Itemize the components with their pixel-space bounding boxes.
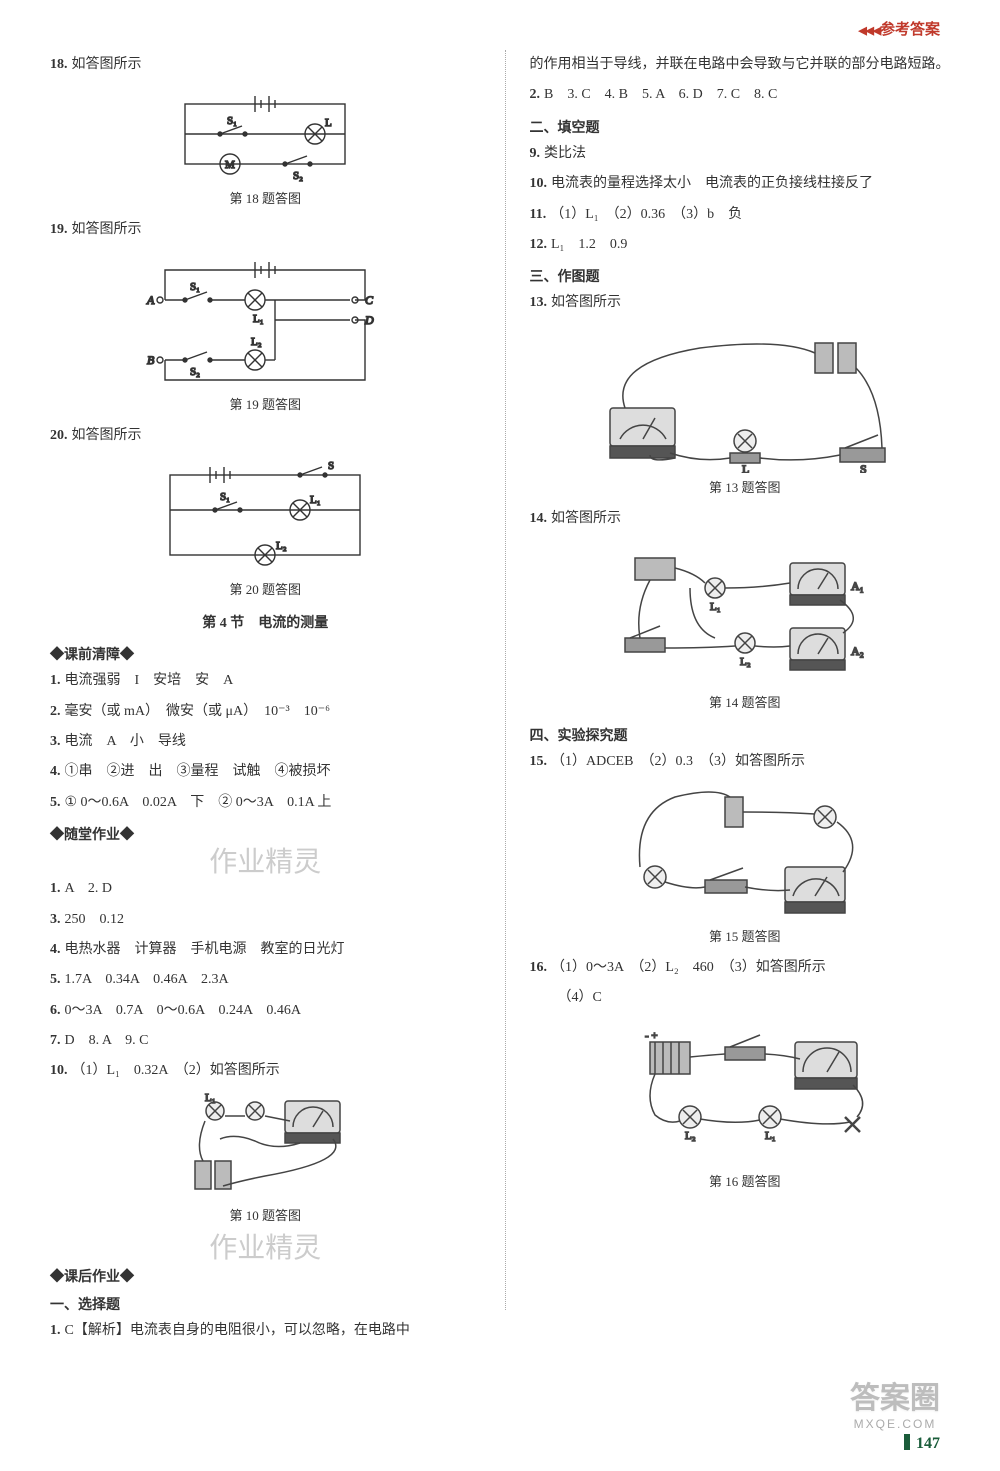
svg-text:S₂: S₂	[190, 366, 200, 378]
r13: 13.如答图所示	[530, 292, 961, 314]
right-column: 的作用相当于导线，并联在电路中会导致与它并联的部分电路短路。 2.B 3. C …	[530, 50, 961, 1310]
svg-text:S: S	[860, 462, 867, 473]
svg-text:L₁: L₁	[710, 601, 721, 613]
page-number: 147	[904, 1434, 940, 1453]
svg-text:L₂: L₂	[276, 540, 287, 552]
in-6: 6.0～3A 0.7A 0～0.6A 0.24A 0.46A	[50, 1000, 481, 1022]
svg-text:A: A	[146, 293, 155, 307]
svg-text:M: M	[225, 159, 235, 171]
svg-text:S₁: S₁	[190, 281, 200, 293]
r10: 10.电流表的量程选择太小 电流表的正负接线柱接反了	[530, 173, 961, 195]
r15: 15.（1）ADCEB （2）0.3 （3）如答图所示	[530, 751, 961, 773]
caption-19: 第 19 题答图	[50, 394, 481, 413]
section-4-title: 第 4 节 电流的测量	[50, 612, 481, 632]
caption-13: 第 13 题答图	[530, 477, 961, 496]
caption-16: 第 16 题答图	[530, 1171, 961, 1190]
page-header: 参考答案	[858, 18, 940, 39]
q-num: 18.	[50, 57, 68, 72]
q-text: 如答图所示	[72, 428, 142, 443]
illus-15	[530, 782, 961, 922]
svg-text:A₂: A₂	[851, 644, 864, 658]
svg-text:A₁: A₁	[851, 579, 864, 593]
svg-text:L₂: L₂	[251, 336, 262, 348]
circuit-18: S₁ L M S₂	[50, 84, 481, 184]
illus-10: L₁	[50, 1091, 481, 1201]
q-num: 19.	[50, 222, 68, 237]
left-column: 18. 如答图所示 S₁ L	[50, 50, 481, 1310]
in-4: 4.电热水器 计算器 手机电源 教室的日光灯	[50, 939, 481, 961]
r2: 2.B 3. C 4. B 5. A 6. D 7. C 8. C	[530, 84, 961, 106]
r11: 11.（1）L₁ （2）0.36 （3）b 负	[530, 204, 961, 226]
svg-text:S₁: S₁	[220, 491, 230, 503]
r12: 12.L₁ 1.2 0.9	[530, 234, 961, 256]
in-5: 5.1.7A 0.34A 0.46A 2.3A	[50, 969, 481, 991]
q18: 18. 如答图所示	[50, 54, 481, 76]
pre-2: 2.毫安（或 mA） 微安（或 μA） 10⁻³ 10⁻⁶	[50, 701, 481, 723]
pre-3: 3.电流 A 小 导线	[50, 731, 481, 753]
svg-text:L₁: L₁	[205, 1092, 216, 1104]
choice-section: 一、选择题	[50, 1294, 481, 1314]
caption-15: 第 15 题答图	[530, 926, 961, 945]
diagram-section: 三、作图题	[530, 266, 961, 286]
post-1: 1.C【解析】电流表自身的电阻很小，可以忽略，在电路中	[50, 1320, 481, 1342]
q20: 20. 如答图所示	[50, 425, 481, 447]
q-num: 20.	[50, 428, 68, 443]
watermark-site: MXQE.COM	[850, 1417, 940, 1431]
circuit-19: A S₁ L₁ C D B S₂	[50, 250, 481, 390]
q19: 19. 如答图所示	[50, 219, 481, 241]
in-class-header: ◆随堂作业◆	[50, 824, 481, 844]
svg-text:L₁: L₁	[310, 494, 321, 506]
watermark-ghost-2: 作业精灵	[50, 1226, 481, 1266]
caption-20: 第 20 题答图	[50, 579, 481, 598]
in-10: 10.（1）L₁ 0.32A （2）如答图所示	[50, 1060, 481, 1082]
r14: 14.如答图所示	[530, 508, 961, 530]
fill-section: 二、填空题	[530, 117, 961, 137]
r9: 9.类比法	[530, 143, 961, 165]
svg-text:L₁: L₁	[253, 313, 264, 325]
svg-text:- +: - +	[645, 1030, 658, 1042]
caption-18: 第 18 题答图	[50, 188, 481, 207]
svg-text:L₂: L₂	[685, 1130, 696, 1142]
pre-4: 4.①串 ②进 出 ③量程 试触 ④被损坏	[50, 761, 481, 783]
watermark: 答案圈 MXQE.COM	[850, 1373, 940, 1431]
q-text: 如答图所示	[72, 222, 142, 237]
caption-14: 第 14 题答图	[530, 692, 961, 711]
svg-text:D: D	[364, 313, 374, 327]
svg-text:S₁: S₁	[227, 115, 237, 127]
cont-text: 的作用相当于导线，并联在电路中会导致与它并联的部分电路短路。	[530, 54, 961, 76]
in-7: 7.D 8. A 9. C	[50, 1030, 481, 1052]
q-text: 如答图所示	[72, 57, 142, 72]
column-divider	[505, 50, 506, 1310]
circuit-20: S S₁ L₁ L₂	[50, 455, 481, 575]
svg-text:L: L	[325, 117, 332, 129]
svg-text:L₁: L₁	[765, 1130, 776, 1142]
svg-text:C: C	[365, 293, 374, 307]
illus-13: L S	[530, 323, 961, 473]
svg-text:L₂: L₂	[740, 656, 751, 668]
svg-text:B: B	[147, 353, 155, 367]
pre-class-header: ◆课前清障◆	[50, 644, 481, 664]
svg-text:L: L	[742, 462, 749, 473]
pre-1: 1.电流强弱 I 安培 安 A	[50, 670, 481, 692]
in-3: 3.250 0.12	[50, 909, 481, 931]
illus-14: A₁ A₂ L₁ L₂	[530, 538, 961, 688]
experiment-section: 四、实验探究题	[530, 725, 961, 745]
in-1: 1.A 2. D	[50, 878, 481, 900]
svg-text:S₂: S₂	[293, 170, 303, 182]
caption-10: 第 10 题答图	[50, 1205, 481, 1224]
r16: 16.（1）0～3A （2）L₂ 460 （3）如答图所示	[530, 957, 961, 979]
watermark-brand: 答案圈	[850, 1373, 940, 1417]
r16b: （4）C	[530, 987, 961, 1009]
post-class-header: ◆课后作业◆	[50, 1266, 481, 1286]
svg-text:S: S	[328, 460, 334, 472]
pre-5: 5.① 0～0.6A 0.02A 下 ② 0～3A 0.1A 上	[50, 792, 481, 814]
watermark-ghost: 作业精灵	[50, 840, 481, 880]
illus-16: - + L₂ L₁	[530, 1017, 961, 1167]
